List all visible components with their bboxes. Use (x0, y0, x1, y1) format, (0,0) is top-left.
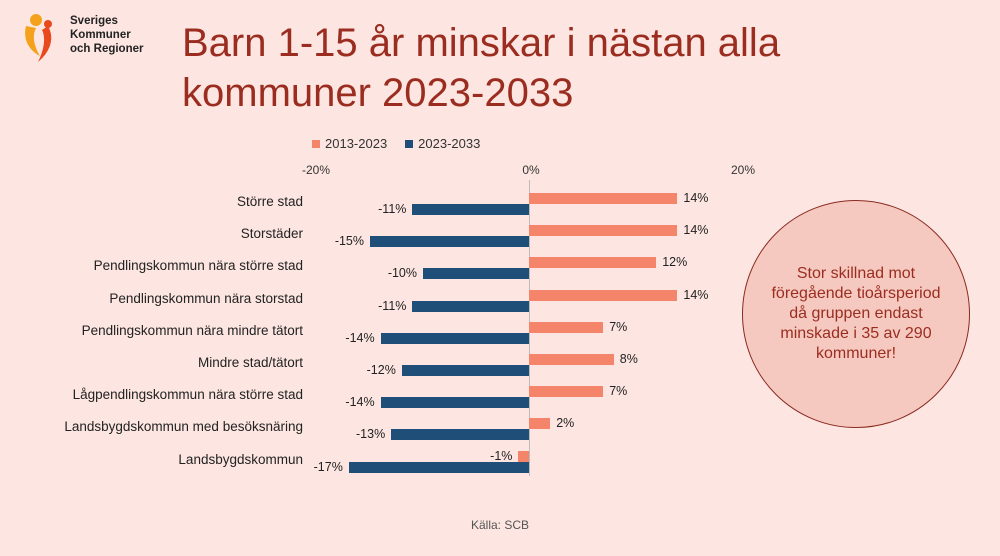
data-label: 7% (609, 384, 628, 399)
bar-2023-2033 (380, 332, 529, 344)
data-label: 7% (609, 319, 628, 334)
bar-2013-2023 (529, 257, 657, 269)
category-label: Pendlingskommun nära mindre tätort (81, 322, 303, 338)
logo-line-2: Kommuner (70, 29, 131, 41)
data-label: -11% (378, 298, 407, 313)
data-label: 14% (683, 191, 709, 205)
bar-2013-2023 (529, 289, 678, 301)
bar-2023-2033 (412, 300, 529, 312)
slide-title: Barn 1-15 år minskar i nästan alla kommu… (182, 21, 781, 115)
data-label: -11% (378, 202, 407, 216)
data-label: -13% (356, 427, 386, 442)
callout-text: Stor skillnad mot föregående tioårsperio… (771, 265, 941, 362)
bar-2023-2033 (391, 429, 529, 441)
x-tick: -20% (301, 163, 331, 177)
bar-2013-2023 (529, 321, 604, 333)
bar-2023-2033 (380, 397, 529, 409)
bar-2013-2023 (529, 225, 678, 237)
legend-label: 2023-2033 (418, 136, 481, 151)
data-label: 14% (683, 223, 709, 238)
category-label: Storstäder (240, 226, 303, 242)
bar-2023-2033 (412, 204, 529, 215)
data-label: 8% (619, 352, 638, 366)
legend-item-2023-2033: 2023-2033 (405, 136, 480, 151)
category-label: Lågpendlingskommun nära större stad (72, 387, 303, 403)
category-label: Landsbygdskommun med besöksnäring (64, 419, 303, 435)
category-label: Landsbygdskommun (178, 451, 303, 467)
legend-swatch-2013-2023 (312, 139, 320, 148)
bar-2023-2033 (370, 236, 529, 248)
data-label: -14% (345, 395, 375, 410)
chart-legend: 2013-2023 2023-2033 (312, 136, 480, 151)
bar-2023-2033 (423, 268, 529, 280)
skr-logo: Sveriges Kommuner och Regioner (22, 12, 152, 72)
bar-2013-2023 (529, 386, 604, 398)
data-label: -17% (313, 459, 343, 474)
legend-item-2013-2023: 2013-2023 (312, 136, 387, 151)
bar-2013-2023 (518, 450, 529, 462)
data-label: 14% (683, 287, 709, 302)
category-label: Större stad (236, 194, 303, 209)
data-label: -15% (334, 234, 364, 249)
logo-line-1: Sveriges (70, 15, 118, 27)
data-label: 12% (662, 255, 688, 270)
bar-2023-2033 (348, 461, 529, 473)
data-label: -10% (387, 266, 417, 281)
bar-2013-2023 (529, 354, 614, 365)
callout-bubble: Stor skillnad mot föregående tioårsperio… (742, 200, 970, 428)
data-label: -1% (490, 448, 513, 463)
legend-swatch-2023-2033 (405, 139, 414, 148)
category-label: Pendlingskommun nära storstad (109, 290, 303, 306)
data-label: -14% (345, 330, 375, 345)
data-label: -12% (366, 363, 396, 377)
legend-label: 2013-2023 (325, 136, 388, 151)
source-note: Källa: SCB (470, 518, 530, 532)
data-label: 2% (556, 416, 575, 431)
bar-2013-2023 (529, 193, 678, 204)
bar-2023-2033 (401, 365, 529, 376)
logo-icon (25, 14, 52, 62)
category-label: Mindre stad/tätort (197, 355, 303, 370)
logo-line-3: och Regioner (70, 43, 144, 55)
x-tick: 20% (730, 163, 756, 177)
x-tick: 0% (522, 163, 540, 177)
category-label: Pendlingskommun nära större stad (93, 258, 303, 274)
bar-2013-2023 (529, 418, 551, 430)
